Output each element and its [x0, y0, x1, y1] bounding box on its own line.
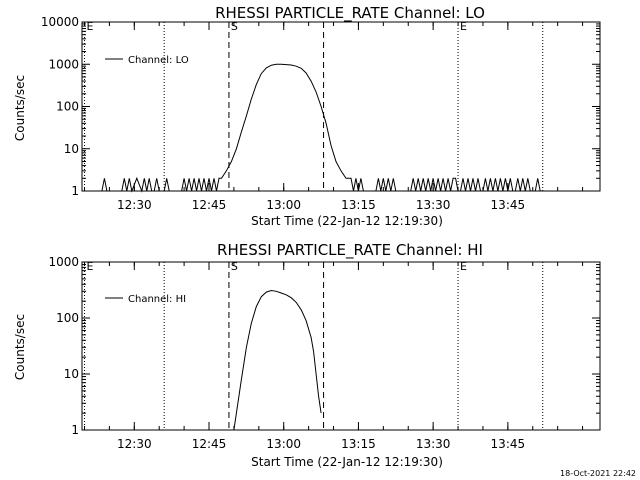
lo-y-tick-label: 10: [64, 142, 79, 156]
hi-x-tick-label: 12:45: [192, 437, 227, 451]
lo-y-tick-label: 1: [71, 184, 79, 198]
generation-timestamp: 18-Oct-2021 22:42: [560, 469, 636, 478]
lo-channel-panel: RHESSI PARTICLE_RATE Channel: LO Counts/…: [13, 4, 601, 228]
hi-x-tick-label: 12:30: [117, 437, 152, 451]
lo-marker-label: S: [231, 20, 238, 33]
lo-x-tick-label: 12:30: [117, 198, 152, 212]
lo-y-tick-label: 1000: [48, 57, 79, 71]
lo-legend-label: Channel: LO: [128, 55, 189, 66]
hi-y-tick-label: 100: [56, 311, 79, 325]
hi-plot-frame: [81, 261, 601, 431]
lo-x-tick-label: 13:45: [491, 198, 526, 212]
hi-y-tick-label: 10: [64, 367, 79, 381]
hi-y-axis-label: Counts/sec: [13, 314, 27, 380]
hi-channel-panel: RHESSI PARTICLE_RATE Channel: HI Counts/…: [13, 241, 601, 469]
lo-marker-label: E: [460, 20, 467, 33]
lo-series-line: [101, 63, 546, 193]
lo-y-tick-label: 100: [56, 100, 79, 114]
lo-x-tick-label: 13:15: [341, 198, 376, 212]
hi-x-tick-label: 13:30: [416, 437, 451, 451]
hi-legend-label: Channel: HI: [128, 294, 186, 305]
lo-x-tick-label: 12:45: [192, 198, 227, 212]
lo-x-tick-label: 13:00: [266, 198, 301, 212]
lo-plot-frame: [81, 21, 601, 192]
hi-chart-title: RHESSI PARTICLE_RATE Channel: HI: [217, 241, 483, 260]
hi-x-axis-label: Start Time (22-Jan-12 12:19:30): [251, 455, 443, 469]
hi-marker-label: E: [86, 260, 93, 273]
lo-marker-label: E: [86, 20, 93, 33]
hi-series-line: [233, 289, 322, 431]
hi-marker-label: E: [460, 260, 467, 273]
lo-chart-title: RHESSI PARTICLE_RATE Channel: LO: [215, 4, 485, 23]
lo-x-axis-label: Start Time (22-Jan-12 12:19:30): [251, 214, 443, 228]
lo-y-tick-label: 10000: [41, 15, 79, 29]
lo-y-axis-label: Counts/sec: [13, 75, 27, 141]
lo-x-tick-label: 13:30: [416, 198, 451, 212]
hi-y-tick-label: 1: [71, 423, 79, 437]
hi-marker-label: S: [231, 260, 238, 273]
hi-x-tick-label: 13:15: [341, 437, 376, 451]
hi-y-tick-label: 1000: [48, 255, 79, 269]
hi-x-tick-label: 13:00: [266, 437, 301, 451]
hi-x-tick-label: 13:45: [491, 437, 526, 451]
